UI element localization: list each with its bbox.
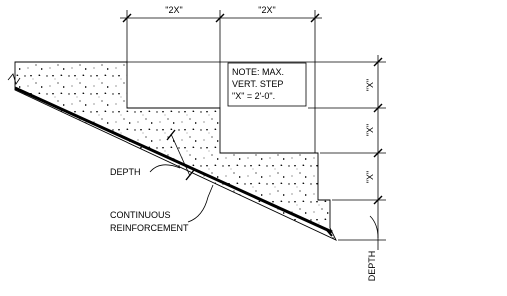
dimension-label: "X" (365, 124, 375, 136)
footing-diagram: "2X" "2X" "X" "X" "X" DEPTH NOTE: MAX. V… (0, 0, 507, 296)
depth-dimension-label: DEPTH (367, 251, 377, 282)
reinforcement-leader (188, 185, 213, 222)
reinforcement-label: REINFORCEMENT (110, 223, 189, 233)
depth-label: DEPTH (110, 167, 141, 177)
dimension-label: "2X" (165, 5, 182, 15)
reinforcement-label: CONTINUOUS (110, 210, 171, 220)
note-line: NOTE: MAX. (232, 67, 284, 77)
dimension-label: "X" (365, 171, 375, 183)
dimension-label: "X" (365, 79, 375, 91)
note-line: "X" = 2'-0". (232, 91, 275, 101)
note-line: VERT. STEP (232, 79, 283, 89)
horizontal-dimension (120, 14, 322, 22)
dimension-label: "2X" (258, 5, 275, 15)
